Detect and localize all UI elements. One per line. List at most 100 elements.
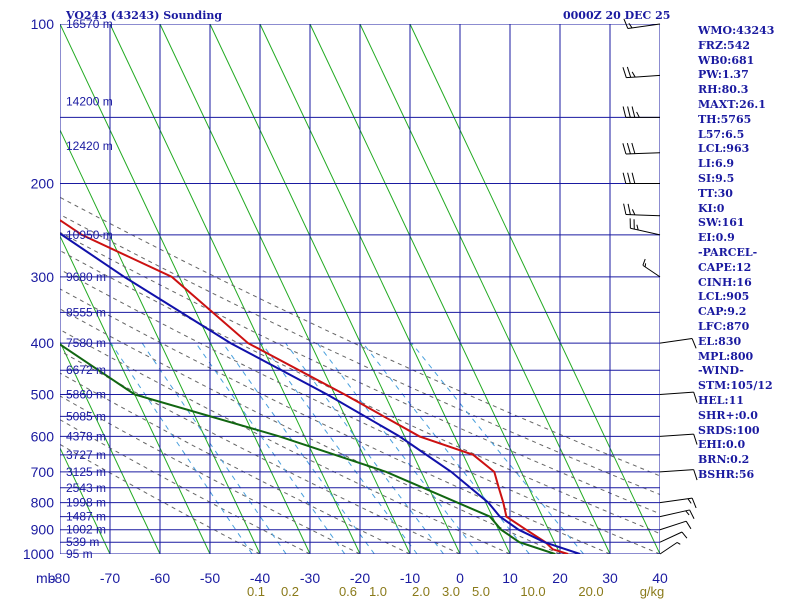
isotherm-line [60, 446, 111, 554]
stability-indices-list: WMO:43243 FRZ:542 WB0:681 PW:1.37 RH:80.3 MAX… [698, 24, 774, 483]
wind-barb-flag [627, 203, 631, 215]
index-item: -WIND- [698, 364, 744, 378]
wind-barb-staff [659, 338, 693, 344]
height-label: 10950 m [66, 228, 113, 242]
wind-barb-flag [627, 172, 631, 184]
index-item: LCL:963 [698, 142, 750, 156]
pressure-label: 1000 [23, 546, 54, 562]
wind-barb-flag [636, 224, 639, 231]
pressure-label: 800 [31, 495, 55, 511]
parcel-point [517, 528, 520, 531]
parcel-point [579, 553, 581, 554]
temperature-label: 0 [456, 570, 464, 586]
wind-barb-staff [659, 509, 690, 518]
wind-barb-flag [631, 142, 636, 154]
temperature-point [343, 393, 346, 396]
pressure-label: 200 [31, 176, 55, 192]
wind-barb-staff [659, 542, 678, 555]
dewpoint-point [133, 393, 136, 396]
parcel-point [487, 501, 490, 504]
mixing-ratio-line [261, 342, 418, 554]
index-item: WB0:681 [698, 53, 755, 67]
index-item: L57:6.5 [698, 127, 745, 141]
wind-barb-flag [693, 469, 698, 481]
index-item: SI:9.5 [698, 171, 735, 185]
index-item: BRN:0.2 [698, 453, 750, 467]
index-item: EI:0.9 [698, 231, 735, 245]
pressure-label: 600 [31, 428, 55, 444]
mixing-ratio-label: 3.0 [442, 584, 460, 599]
index-item: TH:5765 [698, 112, 752, 126]
wind-barb-flag [685, 520, 692, 530]
dewpoint-point [489, 515, 491, 518]
dry-adiabat-line [60, 372, 411, 554]
wind-barb-flag [626, 66, 632, 78]
index-item: RH:80.3 [698, 83, 749, 97]
temperature-point [247, 342, 249, 344]
wind-barb-staff [626, 74, 661, 79]
parcel-point [229, 342, 232, 344]
temperature-point [418, 435, 421, 438]
wind-barb-flag [628, 22, 633, 29]
index-item: STM:105/12 [698, 379, 773, 393]
temperature-label: -30 [300, 570, 320, 586]
temperature-label: -10 [400, 570, 420, 586]
height-label: 4378 m [66, 429, 106, 443]
wind-barbs [622, 18, 698, 555]
wind-barb-flag [622, 106, 627, 118]
diagram-grid [60, 24, 660, 554]
isotherm-line [359, 24, 611, 554]
temperature-label: -60 [150, 570, 170, 586]
index-item: SW:161 [698, 216, 745, 230]
index-item: PW:1.37 [698, 68, 749, 82]
index-item: HEL:11 [698, 393, 744, 407]
index-item: EHI:0.0 [698, 438, 746, 452]
index-item: BSHR:56 [698, 467, 755, 481]
temperature-label: 20 [552, 570, 568, 586]
mixing-ratio-label: 2.0 [412, 584, 430, 599]
wind-barb-flag [681, 531, 688, 539]
index-item: FRZ:542 [698, 38, 751, 52]
pressure-label: 500 [31, 386, 55, 402]
mixing-ratio-label: 5.0 [472, 584, 490, 599]
axis-unit-label: mb [36, 570, 56, 586]
wind-barb-flag [631, 71, 636, 78]
height-label: 5860 m [66, 387, 106, 401]
mixing-ratio-label: g/kg [640, 584, 665, 599]
isotherm-line [60, 340, 161, 554]
height-label: 95 m [66, 547, 93, 561]
mixing-ratio-line [195, 342, 346, 554]
temperature-point [4, 183, 6, 185]
mixing-ratio-label: 1.0 [369, 584, 387, 599]
wind-barb-staff [659, 531, 683, 543]
dry-adiabat-line [60, 214, 660, 496]
temperature-point [497, 486, 500, 489]
isotherm-line [109, 24, 361, 554]
wind-barb-flag [636, 111, 640, 118]
height-label: 3727 m [66, 448, 106, 462]
parcel-point [398, 435, 401, 438]
isotherm-line [60, 128, 261, 554]
temperature-point [472, 454, 475, 456]
parcel-point [123, 276, 126, 278]
mixing-ratio-line [110, 342, 253, 554]
index-item: WMO:43243 [698, 24, 775, 37]
parcel-point [543, 541, 546, 543]
dewpoint-point [278, 435, 281, 438]
dry-adiabat-line [60, 196, 660, 477]
parcel-point [450, 471, 453, 473]
isotherm-line [209, 24, 461, 554]
wind-barb-flag [622, 143, 627, 155]
wind-barb-staff [625, 152, 661, 155]
height-label: 1998 m [66, 496, 106, 510]
height-label: 14200 m [66, 94, 113, 108]
pressure-label: 700 [31, 464, 55, 480]
index-item: MPL:800 [698, 349, 754, 363]
height-label: 2543 m [66, 481, 106, 495]
temperature-point [502, 501, 505, 504]
temperature-label: -70 [100, 570, 120, 586]
wind-barb-flag [691, 338, 697, 349]
mixing-ratio-line [362, 342, 530, 554]
wind-barb-flag [691, 497, 697, 509]
sounding-title: VO243 (43243) Sounding [66, 9, 223, 22]
